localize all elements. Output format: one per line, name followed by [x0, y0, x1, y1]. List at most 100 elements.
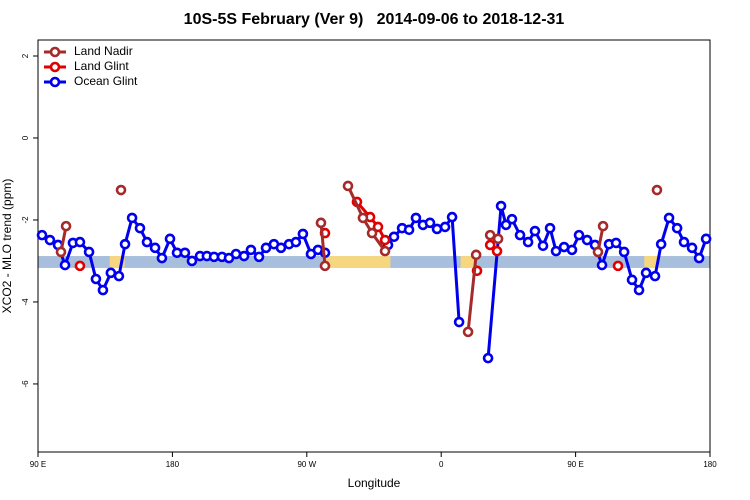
data-point [36, 229, 48, 241]
data-point [126, 212, 138, 224]
data-point [113, 270, 125, 282]
data-point [44, 234, 56, 246]
data-point [60, 220, 72, 232]
x-tick-label: 90 E [30, 460, 46, 469]
data-point [403, 224, 415, 236]
x-axis-label: Longitude [348, 476, 401, 490]
data-point [156, 252, 168, 264]
data-point [238, 250, 250, 262]
y-tick-label: 0 [21, 135, 30, 140]
data-point [610, 237, 622, 249]
data-point [90, 273, 102, 285]
data-point [484, 239, 496, 251]
legend-marker [49, 61, 61, 73]
data-point [315, 217, 327, 229]
data-point [686, 242, 698, 254]
y-tick-label: 2 [21, 53, 30, 58]
data-point [514, 229, 526, 241]
data-point [357, 212, 369, 224]
data-point [663, 212, 675, 224]
data-point [342, 180, 354, 192]
data-point [275, 242, 287, 254]
data-point [230, 248, 242, 260]
chart-title: 10S-5S February (Ver 9) 2014-09-06 to 20… [184, 11, 565, 28]
data-point [55, 246, 67, 258]
y-axis-label: XCO2 - MLO trend (ppm) [0, 179, 14, 314]
data-point [379, 245, 391, 257]
data-point [471, 265, 483, 277]
data-point [431, 223, 443, 235]
x-tick-label: 90 W [297, 460, 316, 469]
data-point [115, 184, 127, 196]
data-point [388, 231, 400, 243]
data-point [573, 229, 585, 241]
data-point [74, 260, 86, 272]
data-point [612, 260, 624, 272]
data-point [297, 228, 309, 240]
data-point [462, 326, 474, 338]
y-tick-label: -6 [21, 380, 30, 388]
x-tick-label: 180 [703, 460, 717, 469]
data-point [655, 238, 667, 250]
data-point [537, 240, 549, 252]
data-point [290, 236, 302, 248]
data-point [319, 247, 331, 259]
y-tick-label: -4 [21, 298, 30, 306]
data-point [372, 221, 384, 233]
data-point [453, 316, 465, 328]
data-point [566, 244, 578, 256]
data-point [482, 352, 494, 364]
data-point [491, 245, 503, 257]
data-point [83, 246, 95, 258]
data-point [544, 222, 556, 234]
data-point [592, 246, 604, 258]
land-band [644, 256, 660, 268]
data-point [439, 221, 451, 233]
data-point [633, 284, 645, 296]
data-point [134, 222, 146, 234]
data-point [596, 259, 608, 271]
x-tick-label: 180 [166, 460, 180, 469]
data-point [319, 227, 331, 239]
data-point [671, 222, 683, 234]
data-point [700, 233, 712, 245]
x-tick-label: 90 E [567, 460, 583, 469]
data-point [410, 212, 422, 224]
data-point [626, 274, 638, 286]
data-point [164, 233, 176, 245]
data-point [97, 284, 109, 296]
land-band [460, 256, 476, 268]
data-point [484, 229, 496, 241]
data-point [618, 246, 630, 258]
data-point [597, 220, 609, 232]
data-point [550, 245, 562, 257]
data-point [379, 234, 391, 246]
data-point [141, 236, 153, 248]
legend-label: Ocean Glint [74, 74, 138, 88]
data-point [640, 267, 652, 279]
data-point [581, 234, 593, 246]
legend-marker [49, 46, 61, 58]
data-point [74, 236, 86, 248]
data-point [522, 236, 534, 248]
data-point [366, 227, 378, 239]
data-point [495, 200, 507, 212]
plot-frame [37, 39, 711, 453]
data-point [319, 260, 331, 272]
data-point [119, 238, 131, 250]
data-point [59, 259, 71, 271]
legend-label: Land Glint [74, 59, 129, 73]
data-point [260, 242, 272, 254]
land-band [109, 256, 125, 268]
data-point [649, 270, 661, 282]
data-point [179, 247, 191, 259]
data-point [678, 236, 690, 248]
data-point [186, 255, 198, 267]
data-point [253, 251, 265, 263]
data-point [245, 244, 257, 256]
land-band [324, 256, 391, 268]
data-point [529, 225, 541, 237]
data-point [149, 242, 161, 254]
data-point [651, 184, 663, 196]
